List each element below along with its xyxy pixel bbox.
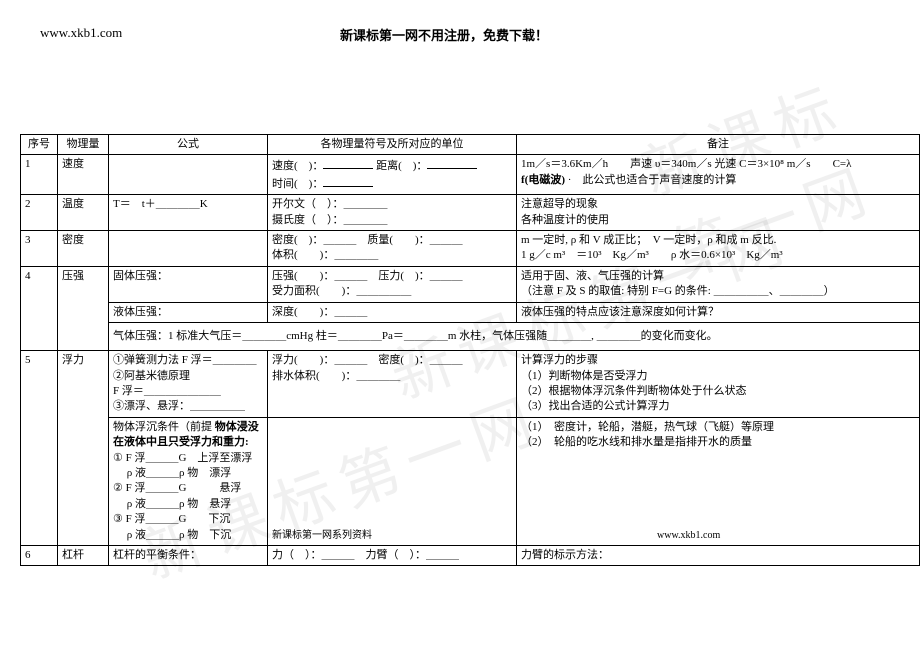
text: 在液体中且只受浮力和重力: <box>113 436 249 448</box>
text: ②阿基米德原理 <box>113 370 190 382</box>
table-row: 1 速度 速度( )： 距离( )： 时间( )： 1m／s＝3.6Km／h 声… <box>21 155 920 195</box>
table-row: 2 温度 T＝ t＋＿＿＿＿K 开尔文（ ）：＿＿＿＿ 摄氏度（ ）：＿＿＿＿ … <box>21 195 920 231</box>
text: 时间( )： <box>272 178 323 190</box>
text: 物体浸没 <box>215 421 259 433</box>
cell-formula <box>109 155 268 195</box>
cell-units: 新课标第一网系列资料 <box>268 417 517 545</box>
cell-qty: 浮力 <box>58 351 109 546</box>
cell-qty: 压强 <box>58 266 109 351</box>
page-header: www.xkb1.com 新课标第一网不用注册，免费下载！ <box>0 0 920 54</box>
cell-qty: 密度 <box>58 230 109 266</box>
cell-seq: 6 <box>21 545 58 565</box>
cell-notes: （1） 密度计，轮船，潜艇，热气球（飞艇）等原理 （2） 轮船的吃水线和排水量是… <box>517 417 920 545</box>
text: （1）判断物体是否受浮力 <box>521 370 648 382</box>
text: ① F 浮＿＿＿G 上浮至漂浮 <box>113 452 252 464</box>
text: （2）根据物体浮沉条件判断物体处于什么状态 <box>521 385 747 397</box>
text: ② F 浮＿＿＿G 悬浮 <box>113 482 241 494</box>
text: F 浮＝＿＿＿＿＿＿＿ <box>113 385 221 397</box>
cell-qty: 速度 <box>58 155 109 195</box>
table-row: 6 杠杆 杠杆的平衡条件： 力（ ）：＿＿＿ 力臂（ ）：＿＿＿ 力臂的标示方法… <box>21 545 920 565</box>
cell-seq: 3 <box>21 230 58 266</box>
col-notes: 备注 <box>517 135 920 155</box>
table-row: 4 压强 固体压强： 压强( )：＿＿＿ 压力( )：＿＿＿ 受力面积( )：＿… <box>21 266 920 302</box>
text: 体积( )：＿＿＿＿ <box>272 249 378 261</box>
col-seq: 序号 <box>21 135 58 155</box>
cell-formula: T＝ t＋＿＿＿＿K <box>109 195 268 231</box>
text: 浮力( )：＿＿＿ 密度( )：＿＿＿ <box>272 354 463 366</box>
cell-notes: m 一定时, ρ 和 V 成正比； V 一定时，ρ 和成 m 反比. 1 g／c… <box>517 230 920 266</box>
text: 密度( )：＿＿＿ 质量( )：＿＿＿ <box>272 234 463 246</box>
cell-units: 压强( )：＿＿＿ 压力( )：＿＿＿ 受力面积( )：＿＿＿＿＿ <box>268 266 517 302</box>
cell-notes: 适用于固、液、气压强的计算 （注意 F 及 S 的取值: 特别 F=G 的条件:… <box>517 266 920 302</box>
cell-formula: 固体压强： <box>109 266 268 302</box>
text: （注意 F 及 S 的取值: 特别 F=G 的条件: ＿＿＿＿＿、＿＿＿＿） <box>521 285 835 297</box>
col-qty: 物理量 <box>58 135 109 155</box>
table-row: 3 密度 密度( )：＿＿＿ 质量( )：＿＿＿ 体积( )：＿＿＿＿ m 一定… <box>21 230 920 266</box>
text: ③漂浮、悬浮：＿＿＿＿＿ <box>113 400 245 412</box>
text: 摄氏度（ ）：＿＿＿＿ <box>272 214 388 226</box>
cell-formula: 杠杆的平衡条件： <box>109 545 268 565</box>
text: 开尔文（ ）：＿＿＿＿ <box>272 198 388 210</box>
cell-seq: 4 <box>21 266 58 351</box>
col-formula: 公式 <box>109 135 268 155</box>
text: f(电磁波) <box>521 174 565 186</box>
text: 物体浮沉条件（前提 <box>113 421 215 433</box>
cell-formula: 液体压强： <box>109 302 268 322</box>
site-url: www.xkb1.com <box>40 25 340 44</box>
text: （3）找出合适的公式计算浮力 <box>521 400 670 412</box>
footer-left: 新课标第一网系列资料 <box>272 529 512 543</box>
text: （1） 密度计，轮船，潜艇，热气球（飞艇）等原理 <box>521 421 774 433</box>
text: 计算浮力的步骤 <box>521 354 598 366</box>
cell-seq: 2 <box>21 195 58 231</box>
text: （2） 轮船的吃水线和排水量是指排开水的质量 <box>521 436 752 448</box>
table-row: 液体压强： 深度( )：＿＿＿ 液体压强的特点应该注意深度如何计算？ <box>21 302 920 322</box>
table-header-row: 序号 物理量 公式 各物理量符号及所对应的单位 备注 <box>21 135 920 155</box>
text: 1m／s＝3.6Km／h 声速 υ＝340m／s 光速 C＝3×10⁸ m／s … <box>521 158 851 170</box>
cell-formula: ①弹簧测力法 F 浮＝＿＿＿＿ ②阿基米德原理 F 浮＝＿＿＿＿＿＿＿ ③漂浮、… <box>109 351 268 418</box>
cell-notes: 液体压强的特点应该注意深度如何计算？ <box>517 302 920 322</box>
footer-right: www.xkb1.com <box>657 529 720 543</box>
cell-notes: 计算浮力的步骤 （1）判断物体是否受浮力 （2）根据物体浮沉条件判断物体处于什么… <box>517 351 920 418</box>
physics-table: 序号 物理量 公式 各物理量符号及所对应的单位 备注 1 速度 速度( )： 距… <box>20 134 920 566</box>
cell-notes: 1m／s＝3.6Km／h 声速 υ＝340m／s 光速 C＝3×10⁸ m／s … <box>517 155 920 195</box>
text: 排水体积( )：＿＿＿＿ <box>272 370 400 382</box>
cell-seq: 1 <box>21 155 58 195</box>
text: 速度( )： <box>272 160 323 172</box>
text: ρ 液＿＿＿ρ 物 悬浮 <box>113 498 231 510</box>
col-units: 各物理量符号及所对应的单位 <box>268 135 517 155</box>
text: 1 g／c m³ ＝10³ Kg／m³ ρ 水＝0.6×10³ Kg／m³ <box>521 249 783 261</box>
cell-units: 深度( )：＿＿＿ <box>268 302 517 322</box>
cell-notes: 力臂的标示方法： <box>517 545 920 565</box>
cell-formula: 物体浮沉条件（前提 物体浸没 在液体中且只受浮力和重力: ① F 浮＿＿＿G 上… <box>109 417 268 545</box>
cell-seq: 5 <box>21 351 58 546</box>
text: 受力面积( )：＿＿＿＿＿ <box>272 285 411 297</box>
text: 注意超导的现象 <box>521 198 598 210</box>
text: 距离( )： <box>376 160 427 172</box>
text: 适用于固、液、气压强的计算 <box>521 270 664 282</box>
text: ρ 液＿＿＿ρ 物 漂浮 <box>113 467 231 479</box>
text: ③ F 浮＿＿＿G 下沉 <box>113 513 230 525</box>
cell-units: 力（ ）：＿＿＿ 力臂（ ）：＿＿＿ <box>268 545 517 565</box>
table-row: 5 浮力 ①弹簧测力法 F 浮＝＿＿＿＿ ②阿基米德原理 F 浮＝＿＿＿＿＿＿＿… <box>21 351 920 418</box>
text: ρ 液＿＿＿ρ 物 下沉 <box>113 529 231 541</box>
cell-notes: 注意超导的现象 各种温度计的使用 <box>517 195 920 231</box>
cell-units: 速度( )： 距离( )： 时间( )： <box>268 155 517 195</box>
cell-qty: 温度 <box>58 195 109 231</box>
table-row: 物体浮沉条件（前提 物体浸没 在液体中且只受浮力和重力: ① F 浮＿＿＿G 上… <box>21 417 920 545</box>
cell-units: 浮力( )：＿＿＿ 密度( )：＿＿＿ 排水体积( )：＿＿＿＿ <box>268 351 517 418</box>
cell-units: 开尔文（ ）：＿＿＿＿ 摄氏度（ ）：＿＿＿＿ <box>268 195 517 231</box>
cell-qty: 杠杆 <box>58 545 109 565</box>
text: 压强( )：＿＿＿ 压力( )：＿＿＿ <box>272 270 463 282</box>
text: ①弹簧测力法 F 浮＝＿＿＿＿ <box>113 354 257 366</box>
table-row: 气体压强：1 标准大气压＝＿＿＿＿cmHg 柱＝＿＿＿＿Pa＝＿＿＿＿m 水柱，… <box>21 322 920 350</box>
page-title: 新课标第一网不用注册，免费下载！ <box>340 25 880 44</box>
cell-units: 密度( )：＿＿＿ 质量( )：＿＿＿ 体积( )：＿＿＿＿ <box>268 230 517 266</box>
cell-formula <box>109 230 268 266</box>
cell-gas: 气体压强：1 标准大气压＝＿＿＿＿cmHg 柱＝＿＿＿＿Pa＝＿＿＿＿m 水柱，… <box>109 322 920 350</box>
text: 各种温度计的使用 <box>521 214 609 226</box>
text: · 此公式也适合于声音速度的计算 <box>568 174 737 186</box>
text: m 一定时, ρ 和 V 成正比； V 一定时，ρ 和成 m 反比. <box>521 234 776 246</box>
